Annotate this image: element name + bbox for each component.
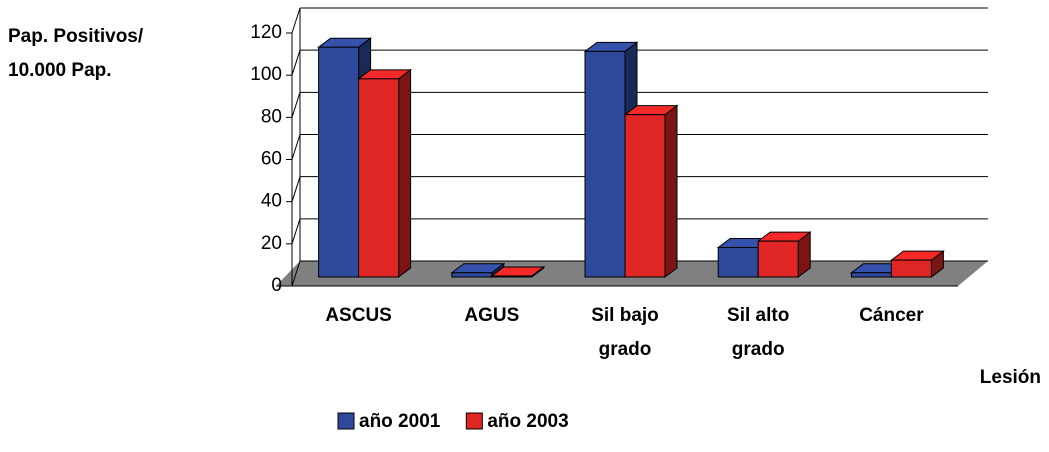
legend-label: año 2003	[487, 411, 568, 432]
bar	[450, 262, 506, 278]
y-tick-label: 40	[261, 191, 282, 212]
bar	[889, 250, 945, 278]
x-tick-label: AGUS	[464, 305, 519, 326]
bar-front	[757, 240, 799, 278]
grid-line	[291, 92, 301, 118]
bar	[490, 265, 546, 278]
grid-line	[291, 176, 301, 202]
y-tick-label: 60	[261, 149, 282, 170]
grid-line	[291, 50, 301, 76]
x-tick-label: ASCUS	[325, 305, 392, 326]
bar-front	[491, 275, 533, 278]
legend-swatch	[465, 412, 483, 430]
bar	[357, 68, 413, 278]
bar-side	[398, 68, 412, 278]
x-axis-title: Lesión	[980, 367, 1041, 388]
bar-front	[318, 46, 360, 278]
bar-front	[717, 246, 759, 278]
bar	[623, 104, 679, 278]
bar-front	[890, 259, 932, 278]
x-tick-label: Sil bajo grado	[591, 305, 659, 360]
y-axis-title: 10.000 Pap.	[8, 60, 112, 81]
y-tick-label: 20	[261, 233, 282, 254]
grid-line	[291, 7, 301, 34]
y-tick-label: 100	[250, 64, 282, 85]
bar-front	[358, 78, 400, 278]
x-tick-label: Sil alto grado	[727, 305, 789, 360]
bar-side	[664, 104, 678, 278]
y-tick-label: 80	[261, 106, 282, 127]
bar-front	[850, 272, 892, 278]
bar	[756, 231, 812, 278]
legend-swatch	[337, 412, 355, 430]
x-tick-label: Cáncer	[859, 305, 924, 326]
y-axis-title: Pap. Positivos/	[8, 26, 144, 47]
grid-line	[291, 260, 301, 287]
bar-front	[584, 50, 626, 278]
bar-front	[624, 114, 666, 278]
grid-line	[291, 134, 301, 160]
y-tick-label: 120	[250, 22, 282, 43]
legend-label: año 2001	[359, 411, 441, 432]
bar-front	[451, 272, 493, 278]
grid-line	[291, 218, 301, 244]
